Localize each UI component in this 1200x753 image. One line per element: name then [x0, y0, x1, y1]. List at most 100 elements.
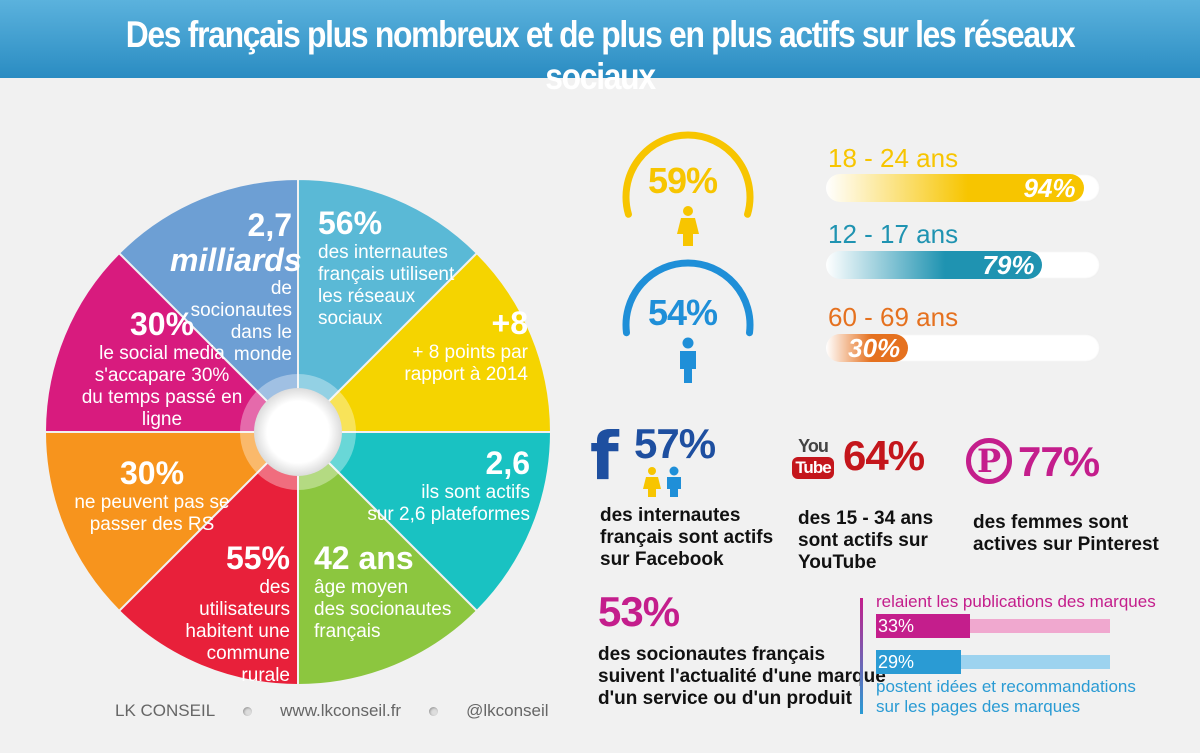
brands-text-line: d'un service ou d'un produit — [598, 688, 852, 709]
post-bar-value: 29% — [878, 652, 915, 672]
footer-dot-icon — [429, 706, 439, 716]
age-label: 18 - 24 ans — [828, 143, 959, 173]
slice-temps-value: 30% — [129, 306, 195, 342]
slice-milliards: 2,7 milliards de socionautes dans le mon… — [170, 207, 302, 366]
age-bar-fill: 30% — [826, 333, 909, 363]
slice-rs: 30% ne peuvent pas se passer des RS — [72, 455, 232, 536]
man-icon — [680, 337, 696, 383]
slice-plateformes: 2,6 ils sont actifs sur 2,6 plateformes — [360, 445, 530, 526]
slice-rurale: 55% des utilisateurs habitent une commun… — [170, 540, 290, 687]
slice-plateformes-line: ils sont actifs — [421, 482, 530, 503]
slice-internautes-line: les réseaux — [318, 286, 416, 307]
age-bar-track: 79% — [826, 250, 1100, 280]
pie-slice — [297, 429, 479, 687]
pie-chart — [43, 177, 553, 687]
footer: LK CONSEIL www.lkconseil.fr @lkconseil — [115, 701, 549, 721]
slice-milliards-line: de socionautes — [190, 278, 292, 321]
footer-dot-icon — [243, 706, 253, 716]
slice-rurale-value: 55% — [225, 540, 290, 576]
slice-rurale-line: des utilisateurs — [199, 577, 290, 620]
slice-age-moyen-line: français — [314, 621, 381, 642]
slice-rs-line: ne peuvent pas se — [74, 492, 230, 513]
pie-slice — [295, 251, 553, 433]
slice-rs-value: 30% — [119, 455, 185, 491]
post-bar-track: 29% — [876, 650, 1110, 674]
slice-points-value: +8 — [491, 305, 528, 341]
gender-rings — [622, 131, 754, 383]
slice-milliards-value: 2,7 — [247, 207, 292, 243]
age-bar-fill: 79% — [826, 250, 1043, 280]
slice-internautes-line: des internautes — [318, 242, 448, 263]
pinterest-text-line: actives sur Pinterest — [973, 534, 1159, 555]
slice-age-moyen-line: âge moyen — [314, 577, 409, 598]
slice-internautes-value: 56% — [318, 205, 383, 241]
relay-bar-fill: 33% — [876, 614, 971, 638]
youtube-text: des 15 - 34 ans sont actifs sur YouTube — [798, 508, 933, 574]
slice-temps-line: le social media — [99, 343, 225, 364]
header-banner: Des français plus nombreux et de plus en… — [0, 0, 1200, 97]
pie-slice — [297, 177, 479, 435]
pie-slice — [43, 251, 301, 433]
slice-milliards-line: dans le monde — [230, 322, 292, 365]
slice-internautes-line: sociaux — [318, 308, 383, 329]
pie-center-hole — [254, 388, 342, 476]
age-label: 60 - 69 ans — [828, 302, 959, 332]
facebook-icon: f — [590, 418, 619, 495]
facebook-text: des internautes français sont actifs sur… — [600, 505, 773, 571]
men-pct: 54% — [648, 292, 718, 333]
relay-bar-value: 33% — [878, 616, 915, 636]
youtube-icon: You Tube — [792, 436, 834, 479]
youtube-text-line: YouTube — [798, 552, 877, 573]
slice-points: +8 + 8 points par rapport à 2014 — [400, 305, 528, 386]
slice-rurale-line: habitent une — [185, 621, 290, 642]
post-label-line: sur les pages des marques — [876, 697, 1081, 716]
youtube-text-line: sont actifs sur — [798, 530, 928, 551]
youtube-logo-bottom: Tube — [792, 457, 834, 479]
pinterest-icon: P — [966, 438, 1012, 484]
page-title: Des français plus nombreux et de plus en… — [125, 14, 1076, 97]
woman-icon — [677, 206, 699, 246]
pinterest-text-line: des femmes sont — [973, 512, 1129, 533]
pie-slice — [295, 431, 553, 613]
slice-temps-line: s'accapare 30% — [94, 365, 230, 386]
slice-internautes-line: français utilisent — [318, 264, 455, 285]
slice-plateformes-value: 2,6 — [485, 445, 530, 481]
pie-slice — [117, 177, 299, 435]
age-label: 12 - 17 ans — [828, 219, 959, 249]
pie-slice — [117, 429, 299, 687]
post-label-line: postent idées et recommandations — [876, 677, 1136, 696]
youtube-logo-top: You — [798, 436, 829, 456]
women-pct: 59% — [648, 160, 718, 201]
brands-text-line: suivent l'actualité d'une marque — [598, 666, 886, 687]
age-bar-track: 94% — [826, 173, 1100, 203]
slice-temps: 30% le social media s'accapare 30% du te… — [62, 306, 262, 431]
footer-company: LK CONSEIL — [115, 701, 216, 720]
facebook-text-line: français sont actifs — [600, 527, 774, 548]
age-bar-fill: 94% — [826, 173, 1084, 203]
facebook-pct: 57% — [634, 420, 716, 467]
men-ring — [622, 259, 754, 337]
slice-milliards-unit: milliards — [170, 242, 302, 278]
slice-age-moyen-line: des socionautes — [314, 599, 452, 620]
slice-age-moyen: 42 ans âge moyen des socionautes françai… — [314, 540, 474, 643]
post-bar-fill: 29% — [876, 650, 961, 674]
slice-rs-line: passer des RS — [89, 514, 215, 535]
brands-text-line: des socionautes français — [598, 644, 826, 665]
footer-twitter-link[interactable]: @lkconseil — [466, 701, 549, 720]
footer-website-link[interactable]: www.lkconseil.fr — [280, 701, 402, 720]
slice-rurale-line: commune rurale — [206, 643, 290, 686]
pinterest-text: des femmes sont actives sur Pinterest — [973, 512, 1159, 556]
brands-divider — [860, 598, 863, 714]
youtube-pct: 64% — [843, 432, 925, 479]
slice-points-line: + 8 points par — [412, 342, 528, 363]
brands-pct: 53% — [598, 588, 680, 635]
women-ring — [622, 131, 754, 218]
slice-age-moyen-value: 42 ans — [314, 540, 414, 576]
age-bar-value: 30% — [848, 333, 901, 363]
people-icon — [643, 466, 681, 497]
brands-text: des socionautes français suivent l'actua… — [598, 644, 886, 710]
slice-internautes: 56% des internautes français utilisent l… — [318, 205, 478, 330]
facebook-text-line: des internautes — [600, 505, 741, 526]
post-label: postent idées et recommandations sur les… — [876, 677, 1136, 717]
slice-plateformes-line: sur 2,6 plateformes — [367, 504, 530, 525]
